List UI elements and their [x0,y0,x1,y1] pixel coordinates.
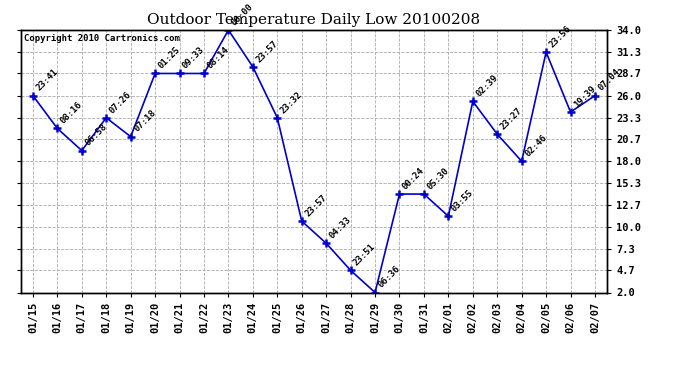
Text: 03:55: 03:55 [450,188,475,213]
Text: 07:18: 07:18 [132,108,157,134]
Text: 08:16: 08:16 [59,100,84,126]
Text: 23:57: 23:57 [303,193,328,218]
Text: 23:56: 23:56 [547,24,573,50]
Text: 04:33: 04:33 [328,215,353,240]
Text: 23:41: 23:41 [34,68,59,93]
Text: 23:51: 23:51 [352,242,377,268]
Text: 00:00: 00:00 [230,2,255,27]
Title: Outdoor Temperature Daily Low 20100208: Outdoor Temperature Daily Low 20100208 [148,13,480,27]
Text: Copyright 2010 Cartronics.com: Copyright 2010 Cartronics.com [23,34,179,43]
Text: 01:25: 01:25 [157,45,182,71]
Text: 02:46: 02:46 [523,133,549,159]
Text: 09:33: 09:33 [181,45,206,71]
Text: 00:24: 00:24 [401,166,426,191]
Text: 19:39: 19:39 [572,84,598,109]
Text: 05:30: 05:30 [425,166,451,191]
Text: 23:27: 23:27 [499,106,524,131]
Text: 07:04: 07:04 [596,68,622,93]
Text: 06:36: 06:36 [377,264,402,290]
Text: 23:32: 23:32 [279,90,304,115]
Text: 02:39: 02:39 [474,73,500,99]
Text: 06:58: 06:58 [83,123,108,148]
Text: 07:26: 07:26 [108,90,133,115]
Text: 23:57: 23:57 [254,39,279,64]
Text: 08:14: 08:14 [206,45,230,71]
